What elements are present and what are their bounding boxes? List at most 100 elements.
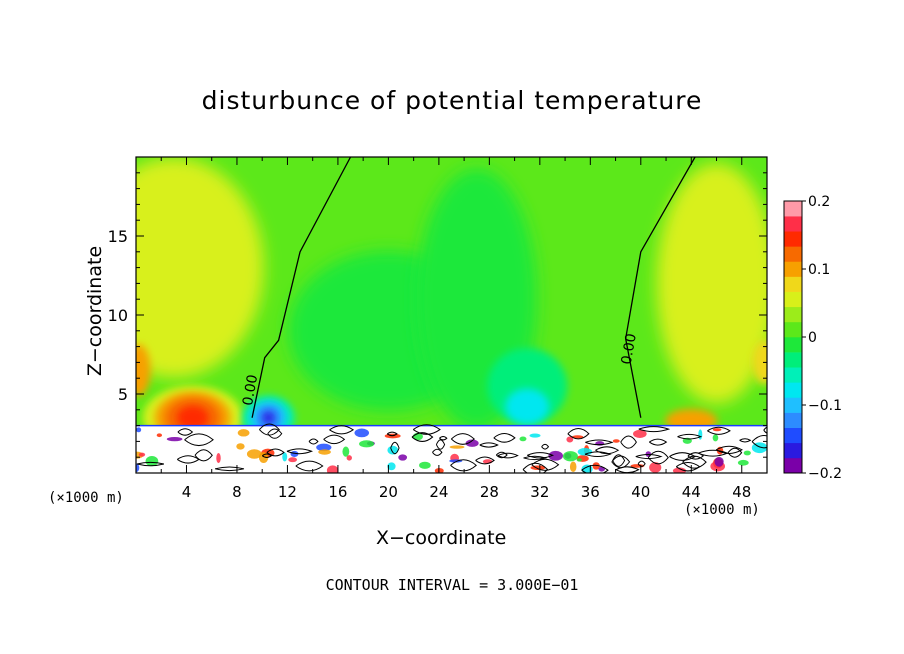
- colorbar-swatch: [784, 412, 802, 428]
- field-noise-blob: [449, 445, 465, 449]
- field-warm-anomaly-3: [176, 405, 209, 430]
- field-noise-contour: [266, 448, 285, 457]
- field-noise-contour: [439, 435, 448, 441]
- field-noise-blob: [237, 429, 250, 437]
- field-noise-contour: [595, 446, 620, 455]
- field-warm-edge-left: [136, 344, 151, 397]
- field-noise-blob: [288, 457, 298, 463]
- field-noise-contour: [450, 433, 475, 445]
- field-noise-blob: [216, 453, 221, 464]
- colorbar-swatch: [784, 276, 802, 292]
- colorbar-tick-label: 0: [808, 330, 817, 346]
- field-noise-blob: [326, 465, 339, 473]
- field-noise-contour: [707, 426, 731, 435]
- field-noise-contour: [698, 449, 729, 457]
- field-noise-contour: [475, 456, 495, 465]
- colorbar-swatch: [784, 321, 802, 338]
- field-noise-contour: [751, 434, 767, 449]
- field-noise-blob: [714, 456, 724, 467]
- colorbar-swatch: [784, 427, 802, 444]
- field-noise-contour: [677, 433, 703, 440]
- field-noise-contour: [493, 433, 516, 443]
- colorbar-swatch: [784, 367, 802, 383]
- field-noise-blob: [145, 456, 159, 467]
- field-noise-blob: [712, 434, 719, 442]
- y-tick-label: 10: [108, 306, 128, 325]
- colorbar-tick-label: −0.1: [808, 398, 842, 414]
- x-axis-label: X−coordinate: [376, 527, 507, 549]
- field-noise-blob: [359, 440, 375, 448]
- field-noise-contour: [329, 425, 355, 435]
- x-tick-label: 20: [379, 483, 398, 501]
- x-tick-label: 16: [328, 483, 347, 501]
- chart-title: disturbunce of potential temperature: [201, 86, 703, 115]
- field-noise-blob: [342, 446, 350, 457]
- field-noise-contour: [435, 439, 446, 450]
- field-noise-blob: [290, 450, 299, 457]
- field-noise-contour: [295, 460, 324, 472]
- field-noise-contour: [612, 454, 626, 467]
- field-cool-plume-inner: [505, 388, 550, 425]
- colorbar-swatch: [784, 216, 802, 232]
- colorbar: 0.2 0.1 0 −0.1 −0.2: [783, 194, 842, 482]
- x-tick-label: 40: [631, 483, 650, 501]
- x-unit-right: (×1000 m): [684, 502, 760, 518]
- field-noise-contour: [261, 453, 273, 458]
- zero-contour-0: [251, 157, 352, 418]
- field-noise-blob: [612, 439, 620, 443]
- contour-label: 0.00: [240, 373, 261, 406]
- colorbar-swatch: [784, 457, 802, 474]
- field-warm-edge-right: [752, 340, 767, 385]
- field-noise-contour: [727, 447, 743, 458]
- field-noise-contour: [647, 450, 669, 465]
- field-noise-contour: [523, 455, 548, 461]
- colorbar-swatch: [784, 337, 802, 353]
- colorbar-swatch: [784, 261, 802, 277]
- field-noise-contour: [432, 448, 443, 456]
- field-noise-contour: [308, 438, 319, 445]
- y-tick-label: 5: [118, 385, 128, 404]
- field-noise-blob: [577, 448, 593, 456]
- colorbar-swatch: [784, 442, 802, 459]
- field-noise-blob: [529, 433, 541, 438]
- field-noise-contour: [635, 454, 663, 460]
- field-noise-blob: [548, 450, 563, 461]
- field-noise-contour: [584, 451, 612, 458]
- x-tick-label: 24: [429, 483, 448, 501]
- colorbar-tick-label: 0.2: [808, 194, 830, 210]
- field-noise-blob: [569, 461, 577, 473]
- colorbar-swatch: [784, 352, 802, 368]
- colorbar-swatch: [784, 291, 802, 308]
- field-noise-blob: [346, 455, 352, 461]
- field-noise-blob: [672, 467, 687, 473]
- y-tick-label: 15: [108, 227, 128, 246]
- field-noise-blob: [649, 462, 662, 473]
- field-cold-anomaly-3: [262, 411, 275, 424]
- field-noise-blob: [156, 433, 163, 438]
- field-noise-contour: [390, 441, 400, 455]
- field-noise-blob: [566, 436, 574, 443]
- field-noise-blob: [571, 435, 584, 439]
- field-noise-contour: [450, 459, 477, 472]
- field-noise-contour: [567, 428, 590, 440]
- x-tick-label: 36: [581, 483, 600, 501]
- field-noise-blob: [743, 450, 751, 456]
- colorbar-swatch: [784, 382, 802, 398]
- field-noise-blob: [282, 452, 288, 462]
- colorbar-swatch: [784, 246, 802, 262]
- field-noise-blob: [712, 428, 722, 432]
- field-noise-blob: [633, 429, 647, 438]
- field-noise-contour: [323, 434, 346, 445]
- field-noise-contour: [214, 466, 245, 472]
- field-noise-blob: [562, 451, 578, 462]
- field-noise-contour: [669, 452, 696, 461]
- colorbar-tick-label: −0.2: [808, 466, 842, 482]
- x-unit-left: (×1000 m): [48, 490, 124, 506]
- field-noise-blob: [166, 437, 183, 442]
- field-noise-contour: [585, 439, 614, 446]
- heatmap-field: [136, 157, 767, 473]
- field-noise-blob: [387, 445, 399, 455]
- field-noise-blob: [316, 443, 332, 452]
- x-tick-label: 4: [182, 483, 192, 501]
- field-noise-contour: [495, 451, 508, 459]
